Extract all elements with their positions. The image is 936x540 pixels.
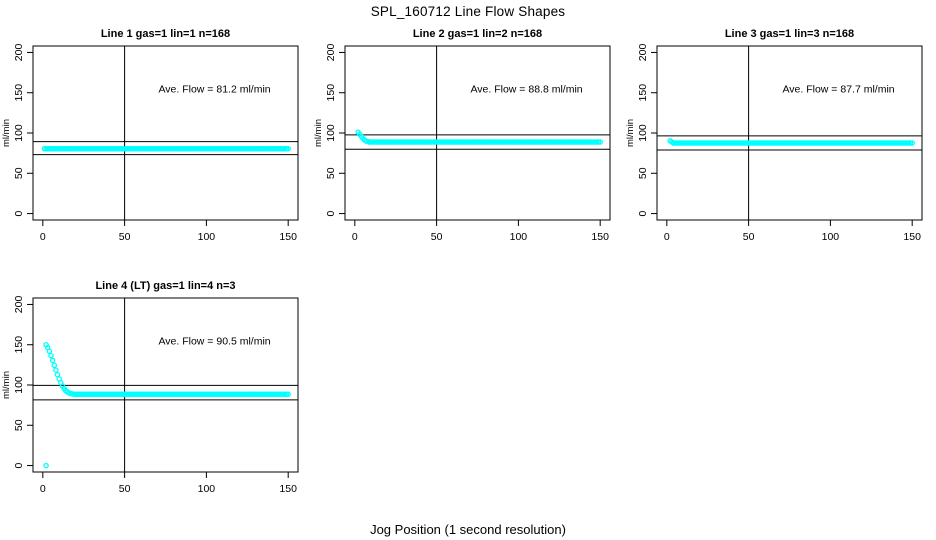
panel-line-4: 0 50 100 150 0 50 100 150 200 ml/min Ave. Flow = 9… bbox=[0, 272, 312, 524]
y-tick-label: 150 bbox=[637, 84, 649, 102]
y-tick-label: 0 bbox=[325, 210, 337, 216]
panel-line-1: 0 50 100 150 0 50 100 150 200 ml/min Ave. Flow = 8… bbox=[0, 20, 312, 272]
y-axis-label: ml/min bbox=[625, 119, 636, 147]
data-point bbox=[43, 462, 49, 469]
ave-flow-annotation: Ave. Flow = 81.2 ml/min bbox=[158, 84, 270, 96]
data-points bbox=[41, 145, 291, 152]
line-3-chart: 0 50 100 150 0 50 100 150 200 ml/min Ave. Flow = 8… bbox=[625, 44, 923, 243]
panel-line-3: 0 50 100 150 0 50 100 150 200 ml/min Ave. Flow = 8… bbox=[624, 20, 936, 272]
x-tick-label: 50 bbox=[743, 231, 755, 243]
panel-row-1: 0 50 100 150 0 50 100 150 200 ml/min Ave. Flow = 8… bbox=[0, 20, 936, 272]
y-tick-label: 0 bbox=[13, 462, 25, 468]
panel-title: Line 3 gas=1 lin=3 n=168 bbox=[724, 28, 855, 40]
panel-grid: 0 50 100 150 0 50 100 150 200 ml/min Ave. Flow = 8… bbox=[0, 20, 936, 524]
ave-flow-annotation: Ave. Flow = 87.7 ml/min bbox=[782, 84, 894, 96]
panel-title: Line 4 (LT) gas=1 lin=4 n=3 bbox=[95, 280, 236, 292]
x-tick-label: 50 bbox=[119, 231, 131, 243]
x-tick-label: 100 bbox=[510, 231, 528, 243]
panel-line-2: 0 50 100 150 0 50 100 150 200 ml/min Ave. Flow = 8… bbox=[312, 20, 624, 272]
plot-box bbox=[656, 45, 923, 221]
data-point bbox=[54, 371, 61, 378]
x-tick-label: 0 bbox=[664, 231, 670, 243]
y-tick-label: 200 bbox=[13, 44, 25, 62]
x-tick-label: 0 bbox=[352, 231, 358, 243]
x-tick-label: 150 bbox=[591, 231, 609, 243]
data-points bbox=[355, 129, 603, 145]
y-tick-label: 100 bbox=[325, 124, 337, 142]
x-tick-label: 150 bbox=[279, 231, 297, 243]
y-tick-label: 100 bbox=[13, 124, 25, 142]
x-tick-label: 100 bbox=[198, 483, 216, 495]
data-point bbox=[597, 139, 603, 145]
x-tick-label: 150 bbox=[903, 231, 921, 243]
y-tick-label: 50 bbox=[13, 167, 25, 179]
panel-title: Line 1 gas=1 lin=1 n=168 bbox=[100, 28, 231, 40]
ave-flow-annotation: Ave. Flow = 88.8 ml/min bbox=[470, 84, 582, 96]
x-axis-title: Jog Position (1 second resolution) bbox=[370, 522, 566, 537]
y-axis-label: ml/min bbox=[1, 119, 12, 147]
page-title: SPL_160712 Line Flow Shapes bbox=[370, 4, 566, 19]
line-2-chart: 0 50 100 150 0 50 100 150 200 ml/min Ave. Flow = 8… bbox=[313, 44, 611, 243]
x-tick-label: 100 bbox=[822, 231, 840, 243]
data-points bbox=[43, 341, 291, 469]
x-tick-label: 50 bbox=[431, 231, 443, 243]
x-tick-label: 150 bbox=[279, 483, 297, 495]
ave-flow-annotation: Ave. Flow = 90.5 ml/min bbox=[158, 336, 270, 348]
y-tick-label: 200 bbox=[13, 296, 25, 314]
data-point bbox=[909, 140, 915, 146]
line-1-chart: 0 50 100 150 0 50 100 150 200 ml/min Ave. Flow = 8… bbox=[1, 44, 299, 243]
y-tick-label: 50 bbox=[637, 167, 649, 179]
y-tick-label: 150 bbox=[325, 84, 337, 102]
x-tick-label: 0 bbox=[40, 231, 46, 243]
plot-box bbox=[344, 45, 611, 221]
data-point bbox=[49, 357, 56, 364]
y-tick-label: 200 bbox=[325, 44, 337, 62]
plot-box bbox=[32, 45, 299, 221]
y-tick-label: 100 bbox=[637, 124, 649, 142]
data-point bbox=[285, 391, 291, 398]
x-tick-label: 0 bbox=[40, 483, 46, 495]
y-tick-label: 150 bbox=[13, 84, 25, 102]
data-point bbox=[285, 145, 291, 152]
x-tick-label: 100 bbox=[198, 231, 216, 243]
data-points bbox=[667, 137, 915, 146]
y-axis-label: ml/min bbox=[1, 371, 12, 399]
data-point bbox=[51, 362, 58, 369]
y-tick-label: 0 bbox=[637, 210, 649, 216]
y-tick-label: 100 bbox=[13, 376, 25, 394]
x-tick-label: 50 bbox=[119, 483, 131, 495]
data-point bbox=[53, 367, 59, 373]
panel-row-2: 0 50 100 150 0 50 100 150 200 ml/min Ave. Flow = 9… bbox=[0, 272, 936, 524]
line-4-chart: 0 50 100 150 0 50 100 150 200 ml/min Ave. Flow = 9… bbox=[1, 296, 299, 495]
y-tick-label: 50 bbox=[325, 167, 337, 179]
y-tick-label: 200 bbox=[637, 44, 649, 62]
data-point bbox=[48, 352, 54, 359]
y-tick-label: 150 bbox=[13, 336, 25, 354]
y-axis-label: ml/min bbox=[313, 119, 324, 147]
panel-title: Line 2 gas=1 lin=2 n=168 bbox=[412, 28, 543, 40]
data-point bbox=[46, 348, 53, 354]
y-tick-label: 0 bbox=[13, 210, 25, 216]
y-tick-label: 50 bbox=[13, 419, 25, 431]
